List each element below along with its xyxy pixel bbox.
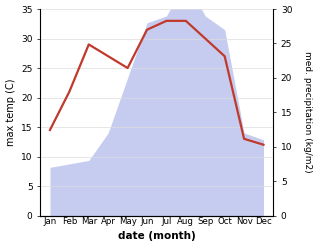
Y-axis label: max temp (C): max temp (C) (5, 79, 16, 146)
X-axis label: date (month): date (month) (118, 231, 196, 242)
Y-axis label: med. precipitation (kg/m2): med. precipitation (kg/m2) (303, 51, 313, 173)
